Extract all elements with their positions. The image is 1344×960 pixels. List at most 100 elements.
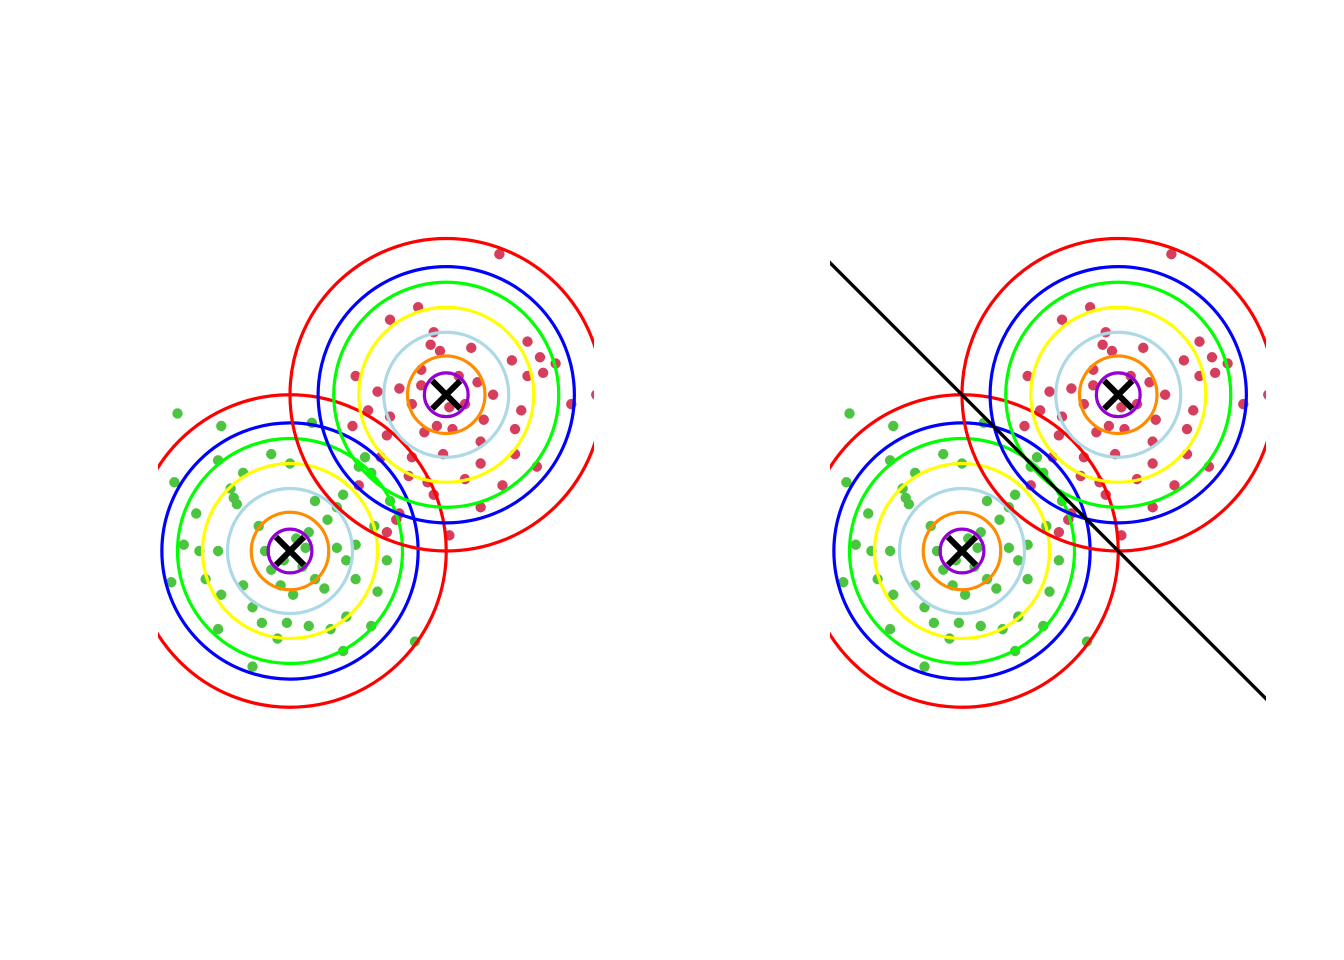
scatter-point-s1 xyxy=(506,355,518,366)
scatter-point-s1 xyxy=(384,314,396,325)
contour-ring-c1-0 xyxy=(422,371,470,419)
center-marker-0 xyxy=(945,534,979,568)
scatter-point-s0 xyxy=(1013,555,1024,566)
scatter-point-s1 xyxy=(1066,383,1077,394)
scatter-point-s1 xyxy=(494,248,505,260)
scatter-point-s1 xyxy=(1138,342,1149,354)
scatter-point-s1 xyxy=(475,502,486,513)
scatter-point-s1 xyxy=(516,405,527,416)
scatter-point-s1 xyxy=(1106,345,1118,357)
plot-area xyxy=(830,236,1279,709)
center-marker-1 xyxy=(430,378,463,411)
scatter-point-s0 xyxy=(256,617,268,629)
scatter-point-s1 xyxy=(1269,411,1279,421)
scatter-point-s1 xyxy=(497,480,508,491)
scatter-point-s0 xyxy=(359,452,371,463)
scatter-point-s1 xyxy=(1166,248,1177,260)
plot-area xyxy=(158,236,607,709)
scatter-point-s1 xyxy=(350,370,361,382)
scatter-point-s0 xyxy=(1031,452,1043,463)
scatter-point-s0 xyxy=(216,589,227,600)
scatter-point-s1 xyxy=(1044,386,1055,397)
scatter-point-s1 xyxy=(347,420,358,432)
contour-ring-c1-2 xyxy=(1054,330,1183,459)
scatter-point-s1 xyxy=(1263,390,1266,400)
contour-ring-c1-5 xyxy=(316,265,576,525)
scatter-point-s0 xyxy=(1053,555,1065,566)
scatter-point-s0 xyxy=(991,583,1002,594)
contour-ring-c1-1 xyxy=(1077,354,1159,436)
scatter-point-s0 xyxy=(319,583,330,594)
scatter-point-s0 xyxy=(341,555,352,566)
scatter-point-s1 xyxy=(1103,420,1115,432)
contour-ring-c0-1 xyxy=(921,510,1003,592)
scatter-point-s0 xyxy=(844,408,855,419)
scatter-point-s0 xyxy=(300,542,311,554)
scatter-point-s0 xyxy=(191,508,202,519)
scatter-point-s1 xyxy=(534,352,546,363)
scatter-point-s1 xyxy=(475,458,486,469)
contour-ring-c0-2 xyxy=(897,486,1027,616)
decision-boundary-line xyxy=(830,260,1266,702)
scatter-point-s0 xyxy=(381,555,393,566)
scatter-point-s1 xyxy=(1056,314,1068,325)
contour-ring-c0-5 xyxy=(160,421,420,681)
contour-ring-c1-1 xyxy=(405,354,487,436)
contour-ring-c0-3 xyxy=(200,461,380,641)
scatter-point-s0 xyxy=(303,620,314,632)
scatter-point-s1 xyxy=(425,339,436,350)
scatter-point-s0 xyxy=(884,623,896,635)
scatter-point-s1 xyxy=(1209,367,1221,379)
scatter-point-s1 xyxy=(372,386,383,397)
scatter-point-s1 xyxy=(381,527,393,538)
scatter-point-s1 xyxy=(1097,339,1108,350)
scatter-point-s0 xyxy=(366,620,377,632)
scatter-point-s0 xyxy=(322,514,333,525)
scatter-point-s1 xyxy=(1188,405,1199,416)
scatter-point-s0 xyxy=(178,539,189,550)
scatter-point-s0 xyxy=(981,495,993,507)
contour-ring-c0-2 xyxy=(225,486,355,616)
scatter-point-s0 xyxy=(309,495,321,507)
scatter-point-s0 xyxy=(1044,586,1055,597)
scatter-point-s0 xyxy=(863,508,874,519)
contour-ring-c1-6 xyxy=(288,236,594,553)
scatter-point-s0 xyxy=(919,661,930,672)
contour-ring-c1-4 xyxy=(332,280,561,509)
scatter-point-s0 xyxy=(994,514,1005,525)
scatter-point-s1 xyxy=(394,383,405,394)
scatter-point-s1 xyxy=(522,336,533,347)
scatter-point-s1 xyxy=(1053,430,1065,441)
scatter-point-s0 xyxy=(266,448,277,460)
scatter-point-s0 xyxy=(287,589,299,600)
contour-ring-c0-4 xyxy=(847,436,1077,666)
scatter-point-s1 xyxy=(1206,352,1218,363)
scatter-point-s1 xyxy=(537,367,549,379)
scatter-point-s1 xyxy=(1159,389,1171,400)
scatter-point-s1 xyxy=(1022,370,1033,382)
scatter-point-s1 xyxy=(1194,336,1205,347)
contour-ring-c0-0 xyxy=(266,527,314,575)
scatter-point-s1 xyxy=(472,377,483,388)
scatter-point-s1 xyxy=(434,345,446,357)
scatter-point-s1 xyxy=(1144,377,1155,388)
contour-ring-c0-3 xyxy=(872,461,1052,641)
scatter-point-s1 xyxy=(478,414,489,425)
scatter-point-s0 xyxy=(216,420,227,432)
scatter-point-s0 xyxy=(1022,573,1033,585)
scatter-point-s1 xyxy=(1150,414,1161,425)
scatter-point-s0 xyxy=(231,498,243,510)
scatter-point-s1 xyxy=(597,411,607,421)
scatter-point-s0 xyxy=(1009,489,1021,500)
scatter-point-s0 xyxy=(350,573,361,585)
contour-ring-c0-0 xyxy=(938,527,986,575)
contour-ring-c1-2 xyxy=(382,330,511,459)
contour-ring-c0-1 xyxy=(249,510,331,592)
scatter-point-s0 xyxy=(953,617,965,629)
scatter-point-s0 xyxy=(841,477,852,488)
contour-ring-c1-0 xyxy=(1094,371,1142,419)
scatter-point-s0 xyxy=(850,539,861,550)
scatter-point-s0 xyxy=(169,477,180,488)
scatter-point-s1 xyxy=(1181,423,1193,435)
